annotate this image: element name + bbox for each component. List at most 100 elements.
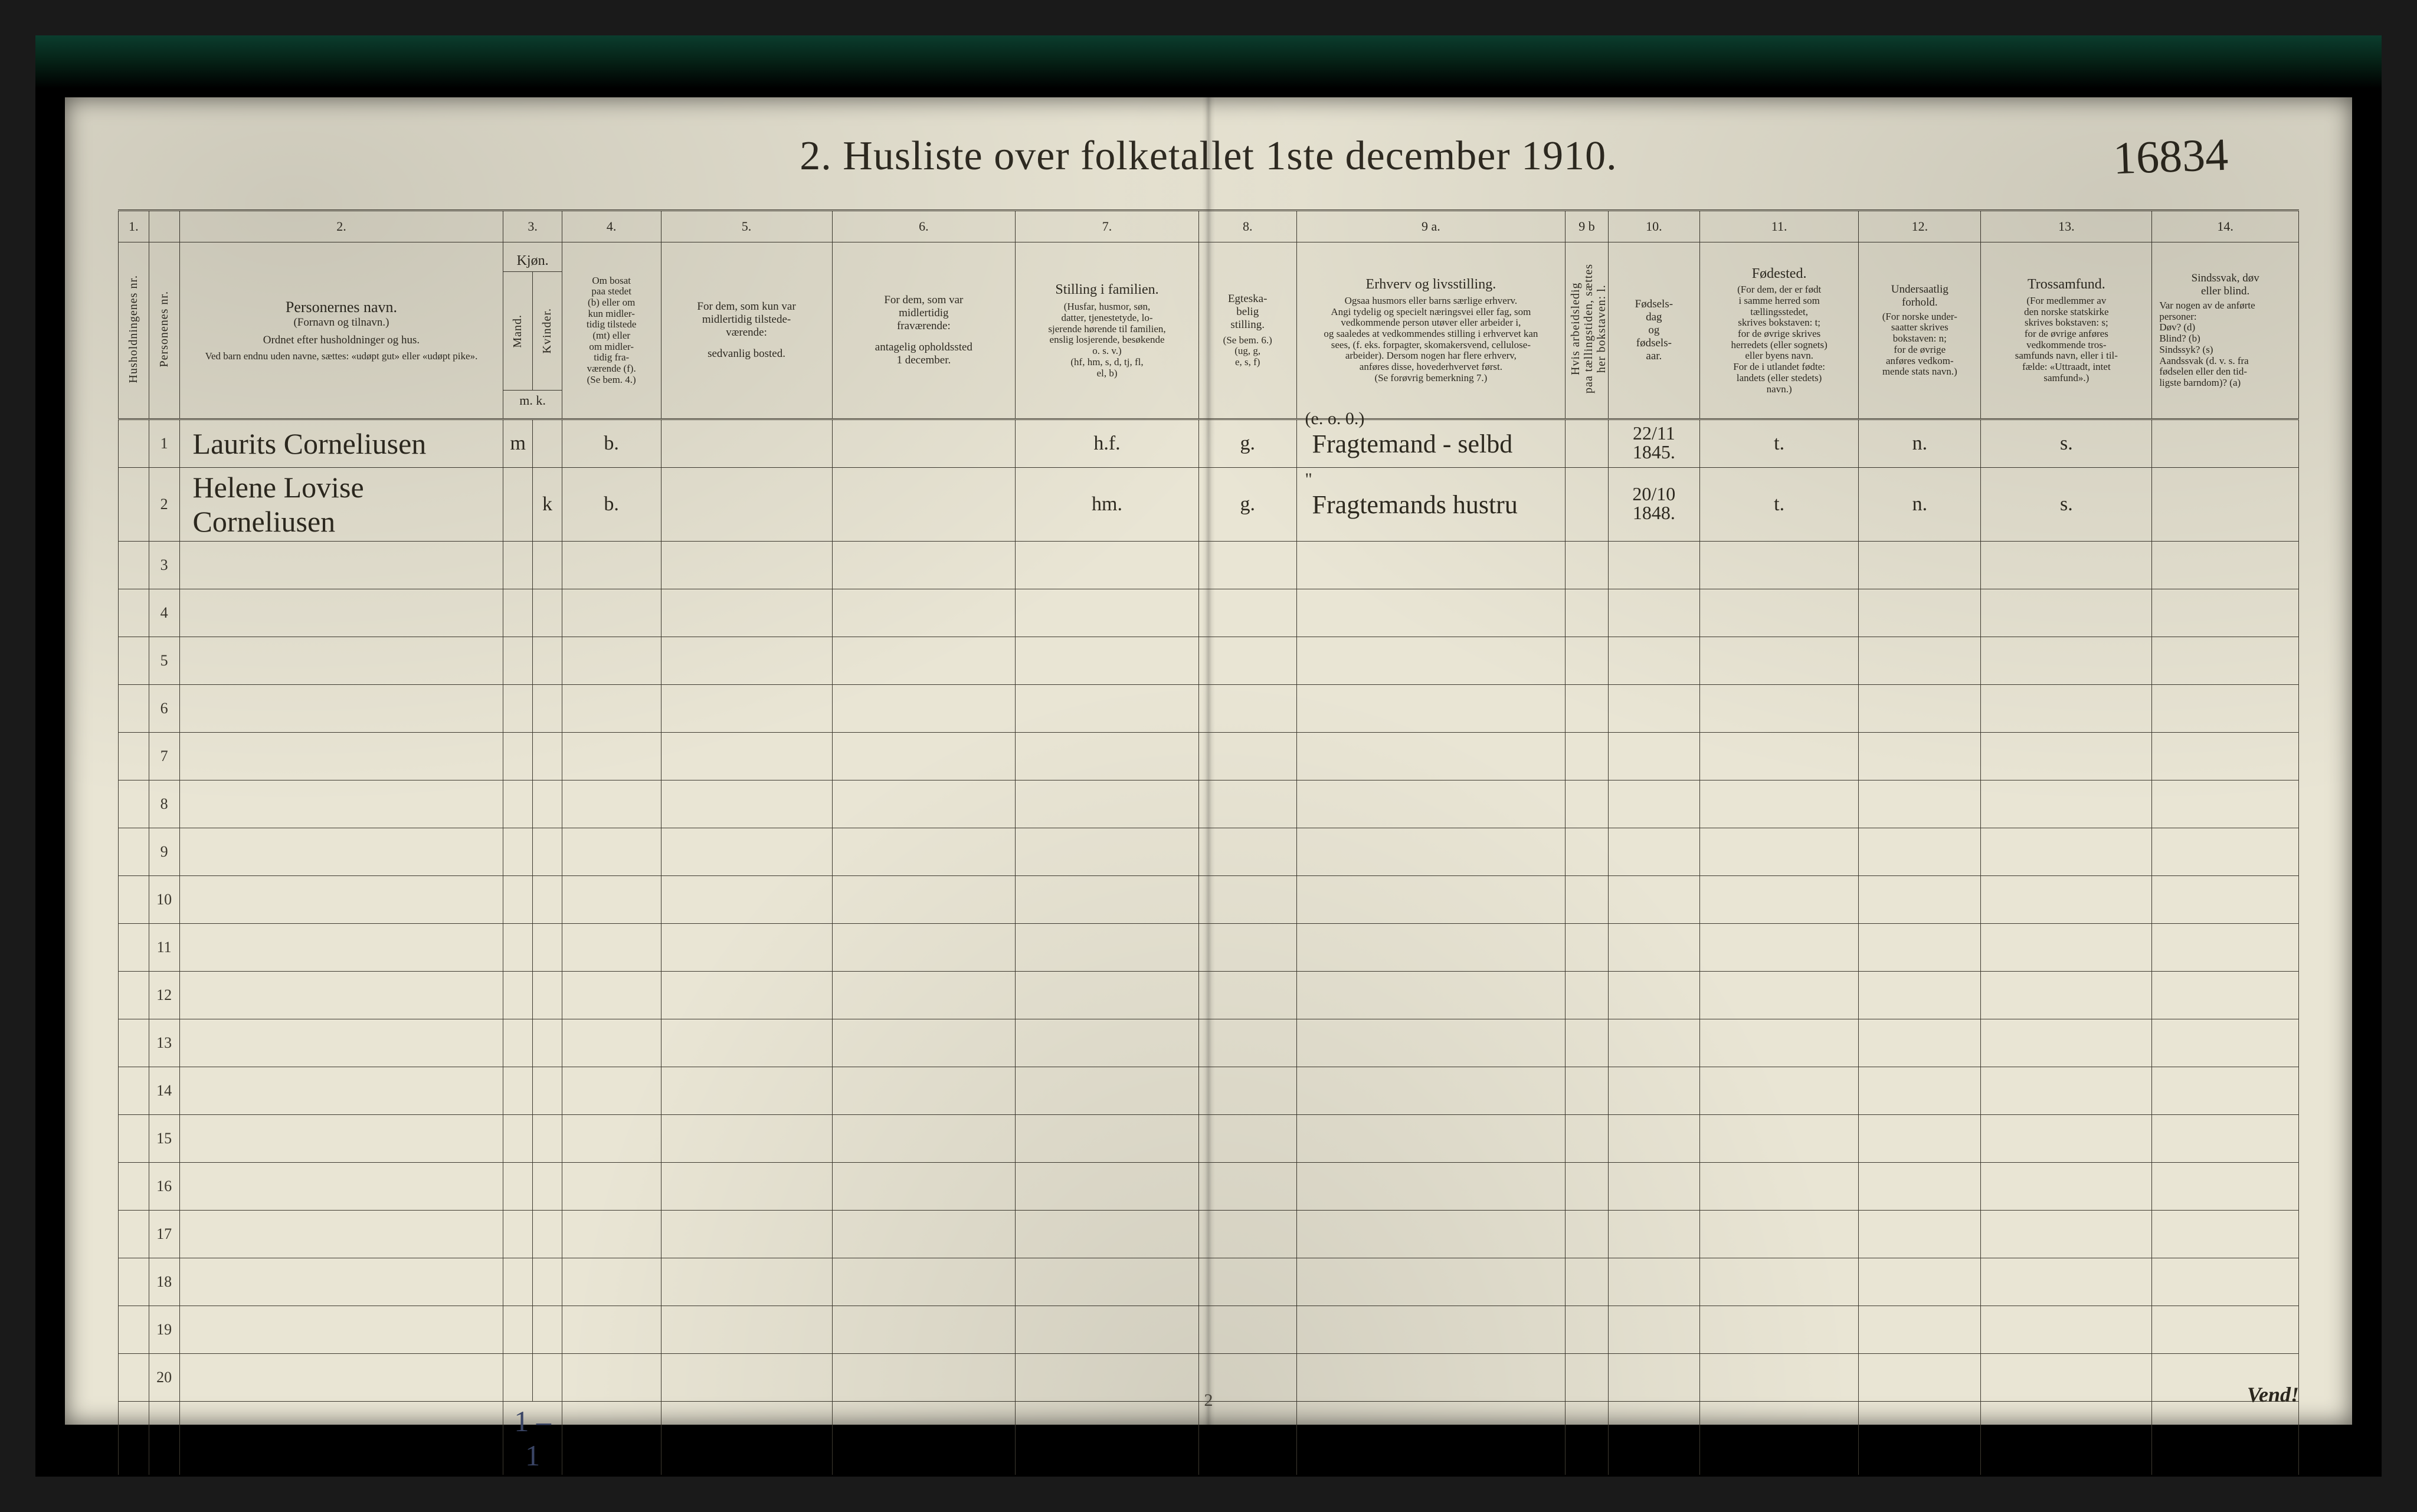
empty-cell <box>179 1067 503 1115</box>
empty-cell <box>832 1211 1016 1258</box>
empty-cell <box>1016 1115 1199 1163</box>
empty-cell <box>503 780 533 828</box>
empty-cell <box>533 637 562 685</box>
empty-cell <box>1981 828 2152 876</box>
person-nr-cell: 9 <box>149 828 179 876</box>
empty-cell <box>1198 924 1296 972</box>
empty-cell <box>1700 1019 1859 1067</box>
empty-cell <box>1198 685 1296 733</box>
header-family-position: Stilling i familien. (Husfar, husmor, sø… <box>1016 242 1199 419</box>
totals-mark: 1 – 1 <box>514 1405 551 1472</box>
table-body: 1Laurits Corneliusenmb.h.f.g.(e. o. 0.)F… <box>119 419 2299 1402</box>
empty-cell <box>1859 1163 1981 1211</box>
empty-cell <box>503 924 533 972</box>
empty-cell <box>179 685 503 733</box>
table-row-empty: 12 <box>119 972 2299 1019</box>
empty-cell <box>1700 1067 1859 1115</box>
header-name: Personernes navn. (Fornavn og tilnavn.) … <box>179 242 503 419</box>
document-paper: 2. Husliste over folketallet 1ste decemb… <box>65 97 2352 1425</box>
empty-cell <box>661 1067 832 1115</box>
empty-cell <box>1608 828 1699 876</box>
empty-cell <box>1981 733 2152 780</box>
empty-cell <box>832 733 1016 780</box>
empty-cell <box>1566 828 1608 876</box>
sex-k-cell <box>533 419 562 468</box>
empty-cell <box>1608 1211 1699 1258</box>
empty-cell <box>2152 780 2299 828</box>
empty-cell <box>661 1115 832 1163</box>
empty-cell <box>1700 876 1859 924</box>
empty-cell <box>1198 733 1296 780</box>
empty-cell <box>503 637 533 685</box>
empty-cell <box>1566 924 1608 972</box>
empty-cell <box>1296 1163 1566 1211</box>
empty-cell <box>1859 542 1981 589</box>
empty-cell <box>832 780 1016 828</box>
empty-cell <box>1566 1115 1608 1163</box>
midl-fravaer-cell <box>832 419 1016 468</box>
table-row-empty: 17 <box>119 1211 2299 1258</box>
colnum <box>149 211 179 242</box>
empty-cell <box>1700 733 1859 780</box>
colnum: 6. <box>832 211 1016 242</box>
colnum: 7. <box>1016 211 1199 242</box>
colnum: 4. <box>562 211 661 242</box>
empty-cell <box>1859 1211 1981 1258</box>
empty-cell <box>1198 1067 1296 1115</box>
colnum: 1. <box>119 211 149 242</box>
empty-cell <box>533 1115 562 1163</box>
empty-cell <box>1700 828 1859 876</box>
empty-cell <box>533 924 562 972</box>
empty-cell <box>1296 733 1566 780</box>
colnum: 5. <box>661 211 832 242</box>
header-bosat: Om bosat paa stedet (b) eller om kun mid… <box>562 242 661 419</box>
empty-cell <box>832 1306 1016 1354</box>
household-nr-cell <box>119 589 149 637</box>
empty-cell <box>562 1067 661 1115</box>
empty-cell <box>1700 685 1859 733</box>
empty-cell <box>1981 542 2152 589</box>
empty-cell <box>2152 828 2299 876</box>
empty-cell <box>2152 1306 2299 1354</box>
empty-cell <box>1198 972 1296 1019</box>
empty-cell <box>1608 924 1699 972</box>
occupation-cell: (e. o. 0.)Fragtemand - selbd <box>1296 419 1566 468</box>
table-row-empty: 9 <box>119 828 2299 876</box>
empty-cell <box>1608 780 1699 828</box>
empty-cell <box>1981 1163 2152 1211</box>
person-nr-cell: 18 <box>149 1258 179 1306</box>
empty-cell <box>832 685 1016 733</box>
birth-cell: 20/10 1848. <box>1608 468 1699 542</box>
birth-cell: 22/11 1845. <box>1608 419 1699 468</box>
empty-cell <box>503 1115 533 1163</box>
empty-cell <box>179 1306 503 1354</box>
empty-cell <box>179 1163 503 1211</box>
unemployed-cell <box>1566 468 1608 542</box>
household-nr-cell <box>119 1163 149 1211</box>
header-household-nr: Husholdningenes nr. <box>119 242 149 419</box>
footer-page-number: 2 <box>65 1390 2352 1411</box>
empty-cell <box>1198 876 1296 924</box>
empty-cell <box>1016 1306 1199 1354</box>
empty-cell <box>533 876 562 924</box>
empty-cell <box>1566 1258 1608 1306</box>
person-nr-cell: 6 <box>149 685 179 733</box>
person-nr-cell: 7 <box>149 733 179 780</box>
household-nr-cell <box>119 876 149 924</box>
table-row-empty: 16 <box>119 1163 2299 1211</box>
empty-cell <box>1981 589 2152 637</box>
table-row-empty: 13 <box>119 1019 2299 1067</box>
colnum: 9 a. <box>1296 211 1566 242</box>
colnum: 9 b <box>1566 211 1608 242</box>
household-nr-cell <box>119 1306 149 1354</box>
header-occupation: Erhverv og livsstilling. Ogsaa husmors e… <box>1296 242 1566 419</box>
bosat-cell: b. <box>562 468 661 542</box>
empty-cell <box>1981 876 2152 924</box>
empty-cell <box>1296 972 1566 1019</box>
person-nr-cell: 19 <box>149 1306 179 1354</box>
household-nr-cell <box>119 419 149 468</box>
empty-cell <box>179 637 503 685</box>
empty-cell <box>2152 637 2299 685</box>
birthplace-cell: t. <box>1700 468 1859 542</box>
table-row-empty: 19 <box>119 1306 2299 1354</box>
